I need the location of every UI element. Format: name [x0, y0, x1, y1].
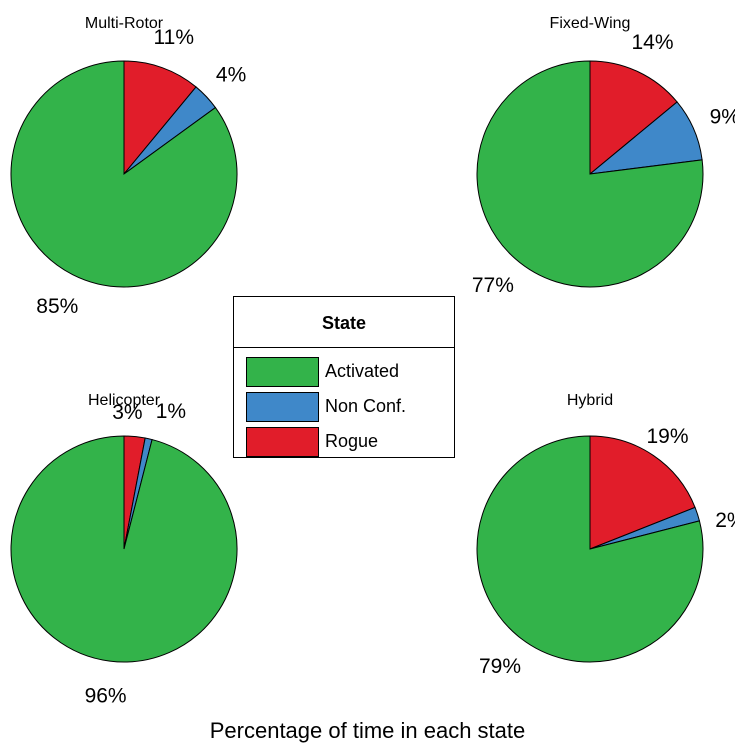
pie-value-label: 79% [479, 655, 521, 678]
legend-label-non-conf: Non Conf. [325, 396, 407, 416]
pie-title: Helicopter [88, 392, 161, 409]
pie-slice-activated [10, 435, 238, 663]
pie-value-label: 85% [36, 295, 78, 318]
legend-label-activated: Activated [325, 361, 400, 381]
pie-title: Fixed-Wing [550, 15, 631, 32]
legend: State Activated Non Conf. Rogue [233, 296, 455, 458]
legend-title: State [234, 297, 454, 348]
pie-value-label: 4% [216, 63, 246, 86]
legend-swatch-activated [246, 356, 319, 387]
pie-value-label: 96% [85, 685, 127, 708]
pie-slice-rogue [123, 60, 197, 176]
pie-title: Multi-Rotor [85, 15, 164, 32]
pie-value-label: 3% [112, 401, 142, 424]
pie-value-label: 19% [646, 425, 688, 448]
legend-swatch-rogue [246, 426, 319, 457]
pie-slice-activated [476, 435, 704, 663]
legend-swatch-non-conf [246, 391, 319, 422]
figure-caption: Percentage of time in each state [209, 718, 526, 743]
pie-slice-rogue [589, 435, 696, 550]
legend-label-rogue: Rogue [325, 431, 379, 451]
legend-item-activated: Activated [234, 354, 454, 389]
legend-item-rogue: Rogue [234, 424, 454, 459]
pie-value-label: 14% [631, 31, 673, 54]
pie-slice-activated [10, 60, 238, 288]
legend-items: Activated Non Conf. Rogue [234, 348, 454, 459]
pie-slice-activated [476, 60, 704, 288]
legend-item-non-conf: Non Conf. [234, 389, 454, 424]
pie-value-label: 77% [472, 274, 514, 297]
pie-value-label: 9% [710, 106, 735, 129]
pie-hybrid: Hybrid 19% 2% 79% [476, 392, 735, 678]
pie-slice-rogue [589, 60, 678, 176]
pie-value-label: 2% [715, 509, 735, 532]
pie-value-label: 11% [154, 26, 194, 49]
pie-title: Hybrid [567, 392, 613, 409]
pie-value-label: 1% [156, 400, 186, 423]
